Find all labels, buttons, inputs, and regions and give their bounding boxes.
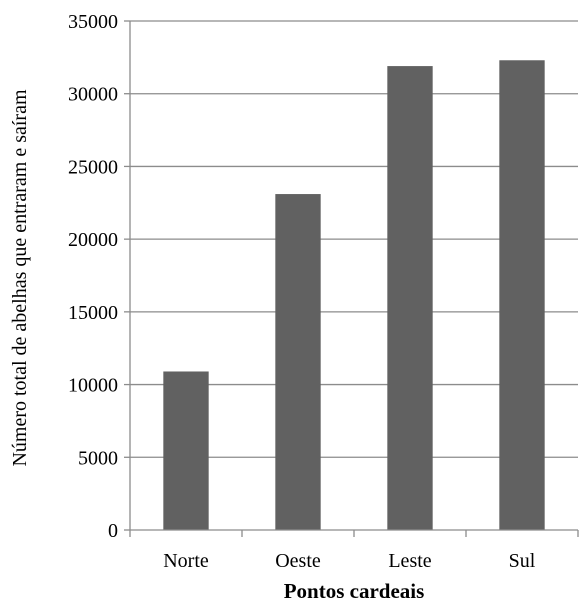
- y-tick-label: 15000: [68, 302, 118, 324]
- x-tick-label: Sul: [509, 550, 536, 572]
- x-tick-label: Leste: [388, 550, 431, 572]
- y-tick-label: 10000: [68, 375, 118, 397]
- y-tick-label: 30000: [68, 84, 118, 106]
- bar: [275, 194, 321, 530]
- bar: [163, 371, 209, 530]
- y-tick-label: 5000: [78, 447, 118, 469]
- y-tick-label: 35000: [68, 11, 118, 33]
- axes: [124, 20, 579, 537]
- bars: [163, 60, 545, 530]
- bar: [499, 60, 545, 530]
- tick-labels: 0 5000 10000 15000 20000 25000 30000 35000 Norte…: [68, 11, 536, 572]
- x-tick-label: Oeste: [275, 550, 321, 572]
- y-tick-label: 25000: [68, 156, 118, 178]
- x-tick-label: Norte: [163, 550, 209, 572]
- y-axis-title: Número total de abelhas que entraram e s…: [9, 89, 31, 467]
- bar: [387, 66, 433, 530]
- y-tick-label: 0: [108, 520, 118, 542]
- y-tick-label: 20000: [68, 229, 118, 251]
- x-axis-title: Pontos cardeais: [284, 579, 425, 603]
